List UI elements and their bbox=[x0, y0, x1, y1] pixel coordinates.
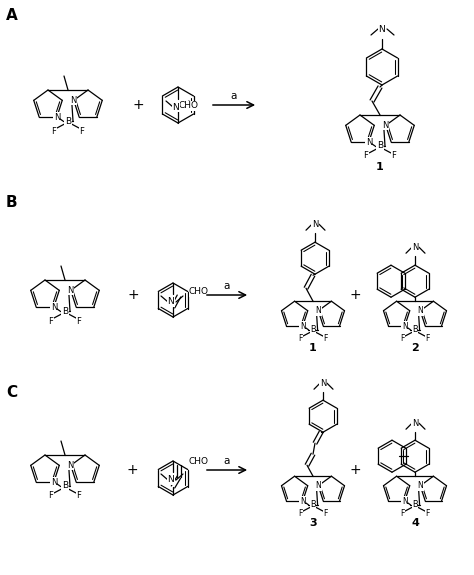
Text: N: N bbox=[68, 286, 74, 295]
Text: 1: 1 bbox=[376, 162, 384, 172]
Text: N: N bbox=[402, 497, 408, 505]
Text: N: N bbox=[312, 220, 318, 229]
Text: CHO: CHO bbox=[189, 458, 209, 466]
Text: F: F bbox=[364, 151, 368, 160]
Text: F: F bbox=[392, 151, 396, 160]
Text: N: N bbox=[68, 461, 74, 470]
Text: B: B bbox=[412, 500, 418, 509]
Text: 3: 3 bbox=[309, 518, 317, 528]
Text: 2: 2 bbox=[411, 343, 419, 353]
Text: F: F bbox=[80, 126, 84, 136]
Text: N: N bbox=[51, 302, 57, 312]
Text: B: B bbox=[62, 481, 68, 490]
Text: B: B bbox=[310, 500, 316, 509]
Text: N: N bbox=[71, 96, 77, 105]
Text: A: A bbox=[6, 8, 18, 23]
Text: N: N bbox=[412, 243, 418, 252]
Text: N: N bbox=[315, 306, 321, 315]
Text: F: F bbox=[426, 509, 430, 519]
Text: +: + bbox=[349, 288, 361, 302]
Text: F: F bbox=[324, 335, 328, 343]
Text: F: F bbox=[324, 509, 328, 519]
Text: F: F bbox=[400, 335, 404, 343]
Text: F: F bbox=[48, 492, 54, 500]
Text: F: F bbox=[298, 335, 302, 343]
Text: 1: 1 bbox=[309, 343, 317, 353]
Text: +: + bbox=[132, 98, 144, 112]
Text: B: B bbox=[412, 325, 418, 334]
Text: N: N bbox=[418, 481, 423, 490]
Text: a: a bbox=[224, 456, 230, 466]
Text: N: N bbox=[402, 321, 408, 331]
Text: +: + bbox=[349, 463, 361, 477]
Text: F: F bbox=[48, 316, 54, 325]
Text: B: B bbox=[6, 195, 18, 210]
Text: N: N bbox=[168, 297, 174, 306]
Text: N: N bbox=[168, 476, 174, 485]
Text: F: F bbox=[298, 509, 302, 519]
Text: B: B bbox=[65, 117, 71, 125]
Text: N: N bbox=[383, 121, 389, 130]
Text: F: F bbox=[426, 335, 430, 343]
Text: N: N bbox=[379, 25, 385, 33]
Text: +: + bbox=[126, 463, 138, 477]
Text: B: B bbox=[377, 141, 383, 151]
Text: N: N bbox=[315, 481, 321, 490]
Text: B: B bbox=[310, 325, 316, 334]
Text: F: F bbox=[52, 126, 56, 136]
Text: B: B bbox=[62, 306, 68, 316]
Text: F: F bbox=[77, 492, 82, 500]
Text: C: C bbox=[6, 385, 17, 400]
Text: N: N bbox=[320, 379, 326, 388]
Text: N: N bbox=[412, 419, 418, 428]
Text: N: N bbox=[365, 137, 372, 147]
Text: N: N bbox=[300, 321, 306, 331]
Text: 4: 4 bbox=[411, 518, 419, 528]
Text: N: N bbox=[300, 497, 306, 505]
Text: N: N bbox=[418, 306, 423, 315]
Text: +: + bbox=[127, 288, 139, 302]
Text: a: a bbox=[224, 281, 230, 291]
Text: N: N bbox=[173, 102, 179, 112]
Text: a: a bbox=[231, 91, 237, 101]
Text: N: N bbox=[51, 478, 57, 486]
Text: F: F bbox=[77, 316, 82, 325]
Text: CHO: CHO bbox=[189, 288, 209, 297]
Text: N: N bbox=[54, 113, 60, 122]
Text: CHO: CHO bbox=[179, 102, 199, 110]
Text: F: F bbox=[400, 509, 404, 519]
